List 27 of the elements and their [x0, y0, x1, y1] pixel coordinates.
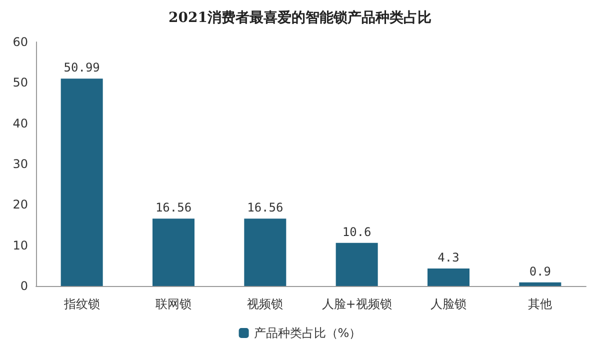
y-tick-label: 50	[12, 76, 28, 90]
y-tick-label: 40	[12, 116, 28, 130]
x-tick-label: 视频锁	[247, 297, 284, 311]
data-label: 0.9	[529, 264, 552, 278]
data-label: 16.56	[247, 200, 284, 215]
data-label: 50.99	[64, 60, 100, 75]
chart-title: 2021消费者最喜爱的智能锁产品种类占比	[168, 9, 432, 26]
bar	[152, 218, 194, 286]
data-label: 4.3	[438, 250, 460, 265]
bar	[519, 282, 562, 286]
x-tick-label: 联网锁	[156, 297, 192, 311]
x-tick-label: 指纹锁	[62, 297, 100, 311]
bar	[244, 218, 286, 286]
x-tick-label: 其他	[528, 297, 552, 311]
data-label: 16.56	[155, 200, 192, 215]
y-tick-label: 30	[12, 157, 28, 171]
y-tick-label: 20	[12, 198, 28, 212]
y-tick-label: 60	[12, 35, 28, 49]
y-tick-label: 0	[20, 279, 28, 293]
y-tick-label: 10	[12, 238, 28, 252]
x-tick-label: 人脸+视频锁	[322, 297, 392, 311]
legend-label: 产品种类占比（%）	[254, 326, 362, 340]
data-label: 10.6	[342, 224, 372, 239]
x-tick-label: 人脸锁	[430, 297, 466, 311]
bar	[336, 242, 378, 286]
bar	[428, 268, 470, 286]
bar	[60, 78, 103, 286]
